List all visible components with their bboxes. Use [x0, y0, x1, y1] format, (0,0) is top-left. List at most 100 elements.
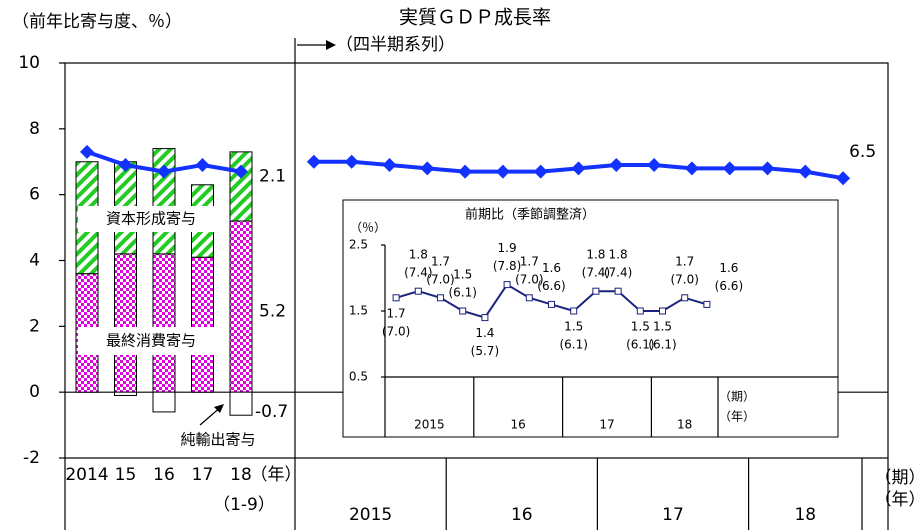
inset-frame: [342, 199, 839, 438]
value-label: (6.1): [648, 338, 676, 352]
marker: [570, 307, 578, 315]
value-label: (7.0): [426, 272, 454, 286]
value-label: -0.7: [255, 402, 288, 422]
value-label: (7.4): [404, 266, 432, 280]
marker: [592, 287, 600, 295]
bar-segment: [114, 391, 137, 396]
group-label: 16: [511, 418, 526, 432]
bar-segment: [152, 391, 176, 413]
marker: [760, 161, 775, 176]
marker: [798, 164, 813, 179]
bar-segment: [229, 151, 253, 222]
inset-title: 前期比（季節調整済）: [465, 207, 595, 223]
marker: [722, 161, 737, 176]
marker: [481, 314, 489, 322]
marker: [684, 161, 699, 176]
value-label: 1.8: [586, 248, 605, 262]
marker: [458, 164, 473, 179]
x-unit: （年）: [875, 490, 917, 510]
value-label: 1.8: [409, 248, 428, 262]
marker: [157, 164, 171, 179]
value-label: 1.6: [542, 261, 561, 275]
label-bg: [78, 327, 224, 355]
legend-label: 最終消費寄与: [106, 332, 196, 350]
marker: [533, 164, 548, 179]
marker: [437, 294, 444, 302]
y-tick-label: 0.5: [349, 370, 368, 384]
value-label: 2.1: [259, 166, 286, 186]
group-label: 2015: [414, 418, 445, 432]
bar-segment: [152, 253, 176, 393]
marker: [548, 300, 555, 308]
marker: [306, 154, 321, 169]
value-label: 1.7: [387, 306, 406, 320]
x-unit: （期）: [719, 390, 755, 404]
legend-label: 資本形成寄与: [106, 210, 196, 228]
main-plot: -2 0 2 4 6 8 10 2014 15 16 17 18 2.1 5.2 -0.7 資本形成寄与最終消…: [18, 53, 917, 530]
value-label: 1.7: [431, 254, 450, 268]
x-tick-label: 15: [115, 465, 137, 485]
x-tick-label: 17: [192, 465, 214, 485]
group-label: 2015: [349, 505, 392, 525]
value-label: (7.4): [582, 266, 610, 280]
value-label: 1.7: [520, 254, 539, 268]
marker: [503, 281, 511, 289]
marker: [703, 300, 711, 308]
value-label: (7.0): [670, 272, 698, 286]
bar-segment: [152, 148, 176, 255]
chart-subtitle: （四半期系列）: [336, 35, 455, 55]
value-label: 1.8: [609, 248, 628, 262]
group-label: 18: [677, 418, 692, 432]
value-label: (6.1): [448, 286, 476, 300]
bar-segment: [114, 253, 137, 393]
y-axis-label: （％）: [350, 221, 386, 235]
marker: [392, 294, 400, 302]
marker: [195, 158, 210, 173]
value-label: (5.7): [471, 344, 499, 358]
x-tick-label: 2014: [65, 465, 108, 485]
x-unit: （期）: [875, 468, 917, 488]
marker: [836, 171, 851, 186]
value-label: 5.2: [259, 302, 286, 322]
y-tick-label: -2: [23, 448, 40, 468]
y-tick-label: 2.5: [349, 238, 368, 252]
value-label: 1.5: [631, 320, 650, 334]
value-label: (6.6): [715, 279, 743, 293]
y-axis-label: （前年比寄与度、％）: [12, 12, 182, 32]
group-label: 17: [599, 418, 614, 432]
value-label: 6.5: [849, 142, 876, 162]
bar-segment: [191, 256, 214, 393]
inset-plot: 前期比（季節調整済） （％） 0.5 1.5 2.5 2015 16 17 18 （期） （年） 1.…: [349, 207, 838, 437]
marker: [80, 144, 94, 159]
marker: [571, 161, 586, 176]
value-label: (6.1): [559, 338, 587, 352]
value-label: 1.9: [498, 241, 517, 255]
value-label: 1.5: [564, 320, 583, 334]
x-tick-label: 18: [230, 465, 252, 485]
x-unit: （年）: [251, 465, 302, 485]
value-label: (7.8): [493, 259, 521, 273]
y-tick-label: 2: [29, 316, 40, 336]
bar-segment: [229, 391, 253, 416]
legend-label: 純輸出寄与: [180, 431, 255, 449]
marker: [414, 287, 422, 295]
value-label: 1.5: [653, 320, 672, 334]
marker: [636, 307, 644, 315]
chart-title: 実質ＧＤＰ成長率: [399, 7, 551, 29]
category-note: （1-9）: [213, 495, 275, 515]
y-tick-label: 10: [18, 53, 40, 73]
marker: [118, 158, 133, 173]
marker: [382, 158, 397, 173]
marker: [344, 154, 359, 169]
arrow-head: [214, 404, 224, 413]
bar-segment: [229, 220, 253, 393]
value-label: (7.0): [515, 272, 543, 286]
y-tick-label: 4: [29, 251, 40, 271]
y-tick-label: 1.5: [349, 304, 368, 318]
group-label: 17: [662, 505, 684, 525]
arrow-head: [326, 40, 336, 50]
group-label: 18: [794, 505, 816, 525]
value-label: (7.4): [604, 266, 632, 280]
marker: [495, 164, 510, 179]
